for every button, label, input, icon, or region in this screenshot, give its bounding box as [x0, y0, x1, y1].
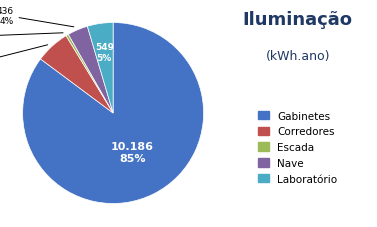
Legend: Gabinetes, Corredores, Escada, Nave, Laboratório: Gabinetes, Corredores, Escada, Nave, Lab…: [258, 111, 337, 184]
Text: 10.186
85%: 10.186 85%: [111, 141, 154, 163]
Wedge shape: [87, 23, 113, 114]
Text: (kWh.ano): (kWh.ano): [265, 50, 330, 63]
Wedge shape: [23, 23, 204, 204]
Text: 55
0%: 55 0%: [0, 27, 63, 47]
Text: Iluminação: Iluminação: [243, 11, 353, 29]
Text: 549
5%: 549 5%: [95, 43, 114, 62]
Wedge shape: [66, 35, 113, 114]
Wedge shape: [40, 37, 113, 114]
Wedge shape: [68, 27, 113, 114]
Text: 436
4%: 436 4%: [0, 7, 74, 28]
Text: 732
6%: 732 6%: [0, 46, 48, 76]
